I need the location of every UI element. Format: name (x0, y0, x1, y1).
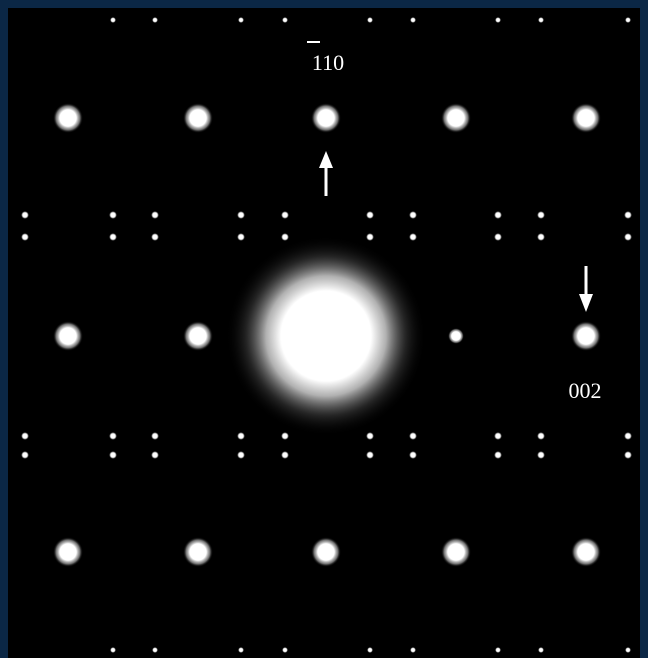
spot (448, 328, 464, 344)
spot (366, 233, 374, 241)
spot (53, 103, 83, 133)
central-beam (226, 236, 426, 436)
spots (21, 17, 632, 653)
spot (409, 432, 417, 440)
spot (152, 17, 158, 23)
spot (237, 211, 245, 219)
spot (495, 647, 501, 653)
spot (366, 451, 374, 459)
spot (281, 451, 289, 459)
spot (571, 103, 601, 133)
spot (21, 233, 29, 241)
spot (366, 432, 374, 440)
spot (109, 211, 117, 219)
spot (109, 233, 117, 241)
spot (238, 17, 244, 23)
spot (237, 233, 245, 241)
spot (53, 537, 83, 567)
spot (281, 432, 289, 440)
spot (441, 537, 471, 567)
spot (537, 211, 545, 219)
spot (311, 103, 341, 133)
spot (311, 537, 341, 567)
spot (282, 17, 288, 23)
spot (410, 17, 416, 23)
spot (409, 233, 417, 241)
spot (624, 432, 632, 440)
spot (367, 17, 373, 23)
spot (409, 451, 417, 459)
spot (110, 17, 116, 23)
index-label: 002 (569, 378, 602, 403)
spot (624, 233, 632, 241)
spot (410, 647, 416, 653)
spot (624, 451, 632, 459)
spot (537, 432, 545, 440)
spot (494, 233, 502, 241)
spot (494, 432, 502, 440)
spot (367, 647, 373, 653)
spot (183, 537, 213, 567)
spot (537, 233, 545, 241)
spot (109, 432, 117, 440)
spot (281, 233, 289, 241)
spot (625, 17, 631, 23)
spot (152, 647, 158, 653)
spot (537, 451, 545, 459)
spot (110, 647, 116, 653)
arrow-head (579, 294, 593, 312)
spot (281, 211, 289, 219)
spot (494, 451, 502, 459)
spot (21, 211, 29, 219)
spot (183, 321, 213, 351)
index-label: 110 (312, 50, 344, 75)
spot (282, 647, 288, 653)
spot (409, 211, 417, 219)
spot (21, 432, 29, 440)
spot (237, 432, 245, 440)
spot (494, 211, 502, 219)
spot (571, 537, 601, 567)
spot (495, 17, 501, 23)
arrow-head (319, 151, 333, 168)
spot (151, 451, 159, 459)
spot (151, 432, 159, 440)
spot (624, 211, 632, 219)
spot (151, 211, 159, 219)
spot (183, 103, 213, 133)
spot (441, 103, 471, 133)
spot (538, 647, 544, 653)
spot (21, 451, 29, 459)
spot (366, 211, 374, 219)
spot (53, 321, 83, 351)
spot (625, 647, 631, 653)
spot (538, 17, 544, 23)
spot (238, 647, 244, 653)
spot (109, 451, 117, 459)
spot (151, 233, 159, 241)
arrows (319, 151, 593, 312)
spot (571, 321, 601, 351)
spot (237, 451, 245, 459)
